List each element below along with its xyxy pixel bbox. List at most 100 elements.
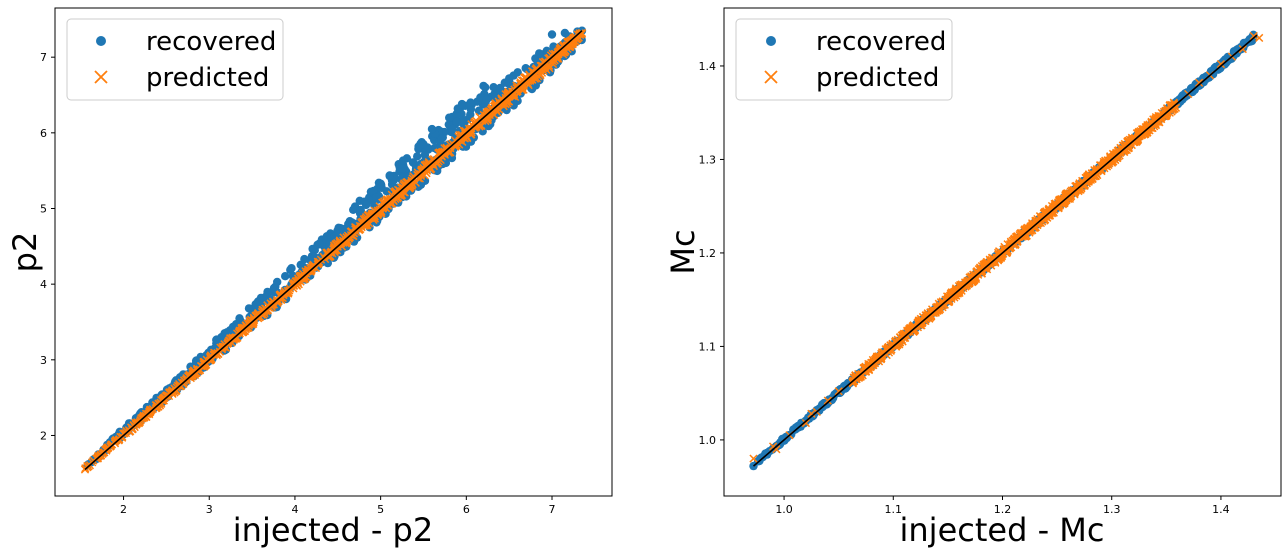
recovered-point — [448, 125, 457, 134]
predicted-point — [1194, 78, 1204, 87]
predicted-point — [556, 47, 565, 56]
predicted-point — [508, 90, 517, 99]
predicted-point — [1216, 59, 1226, 69]
x-tick-label: 3 — [206, 503, 213, 516]
x-tick-label: 1.3 — [1103, 503, 1121, 516]
predicted-point — [442, 143, 451, 152]
chart-left-frame — [54, 7, 613, 497]
predicted-point — [1031, 217, 1040, 227]
legend-box — [66, 18, 284, 101]
predicted-point — [1249, 31, 1258, 41]
predicted-point — [200, 358, 209, 367]
legend-box — [735, 18, 953, 101]
predicted-point — [402, 178, 411, 187]
legend-predicted-label: predicted — [146, 63, 269, 93]
predicted-point — [1113, 153, 1122, 163]
chart-left-marks — [80, 26, 587, 474]
predicted-point — [1013, 233, 1022, 242]
recovered-point — [300, 254, 309, 264]
recovered-point — [281, 272, 290, 281]
predicted-point — [872, 353, 881, 362]
predicted-point — [295, 272, 305, 281]
legend-predicted-marker — [94, 70, 108, 84]
predicted-point — [772, 445, 781, 454]
recovered-point — [513, 68, 522, 77]
predicted-point — [344, 233, 354, 243]
predicted-point — [961, 282, 970, 291]
predicted-point — [304, 265, 313, 275]
recovered-point — [445, 113, 454, 122]
predicted-point — [801, 418, 811, 428]
predicted-point — [1080, 181, 1089, 191]
recovered-point — [482, 95, 491, 105]
predicted-point — [890, 337, 900, 347]
legend-predicted-marker — [764, 70, 778, 84]
predicted-point — [212, 350, 221, 360]
chart-left-legend: recovered predicted — [66, 18, 284, 101]
recovered-point — [349, 205, 358, 214]
recovered-point — [385, 171, 394, 180]
predicted-point — [1151, 119, 1160, 129]
x-tick-label: 1.4 — [1212, 503, 1230, 516]
recovered-point — [372, 193, 381, 202]
recovered-point — [535, 49, 544, 58]
predicted-point — [536, 71, 545, 80]
recovered-point — [1240, 39, 1250, 49]
recovered-point — [427, 124, 437, 134]
recovered-point — [398, 156, 408, 165]
chart-right-xlabel: injected - Mc — [900, 511, 1105, 549]
y-tick-label: 1.3 — [699, 153, 717, 166]
predicted-point — [957, 280, 966, 289]
recovered-point — [244, 304, 254, 313]
predicted-point — [493, 104, 502, 113]
identity-line — [84, 30, 583, 471]
predicted-point — [927, 308, 936, 317]
recovered-point — [263, 287, 272, 297]
predicted-point — [1160, 112, 1170, 121]
predicted-point — [347, 227, 356, 236]
predicted-point — [1052, 200, 1062, 209]
y-tick-label: 1.1 — [699, 340, 717, 353]
predicted-point — [910, 326, 919, 336]
y-tick-label: 1.0 — [699, 434, 717, 447]
predicted-point — [164, 388, 174, 398]
x-tick-label: 1.1 — [885, 503, 903, 516]
x-tick-label: 1.0 — [775, 503, 793, 516]
predicted-point — [228, 333, 237, 342]
recovered-point — [376, 179, 385, 188]
x-tick-label: 6 — [463, 503, 470, 516]
predicted-point — [393, 185, 403, 195]
predicted-point — [358, 217, 367, 226]
chart-right-ylabel: Mc — [664, 229, 702, 274]
predicted-point — [749, 454, 758, 463]
predicted-point — [531, 69, 540, 78]
y-tick-label: 5 — [40, 202, 47, 215]
recovered-point — [457, 99, 467, 109]
recovered-point — [466, 98, 475, 107]
chart-left: 2 3 4 5 6 7 2 3 4 5 6 7 injected - p2 p2 recovered … — [6, 7, 613, 549]
x-tick-label: 7 — [549, 503, 556, 516]
predicted-point — [185, 370, 194, 379]
predicted-point — [1137, 131, 1146, 140]
recovered-point — [420, 150, 430, 160]
recovered-point — [413, 152, 422, 161]
recovered-point — [452, 117, 461, 127]
recovered-point — [315, 239, 324, 248]
predicted-point — [546, 51, 556, 60]
identity-line — [752, 34, 1258, 467]
predicted-point — [823, 396, 832, 405]
predicted-point — [127, 425, 137, 434]
chart-right-legend: recovered predicted — [735, 18, 953, 101]
legend-recovered-marker — [766, 36, 776, 46]
y-tick-label: 1.4 — [699, 60, 717, 73]
legend-recovered-marker — [96, 36, 106, 46]
y-tick-label: 4 — [40, 278, 47, 291]
y-tick-label: 3 — [40, 354, 47, 367]
predicted-point — [83, 461, 92, 471]
chart-left-ticks: 2 3 4 5 6 7 2 3 4 5 6 7 — [40, 51, 556, 516]
predicted-point — [1011, 239, 1020, 249]
predicted-point — [854, 373, 864, 383]
predicted-point — [1154, 113, 1163, 122]
x-tick-label: 2 — [120, 503, 127, 516]
